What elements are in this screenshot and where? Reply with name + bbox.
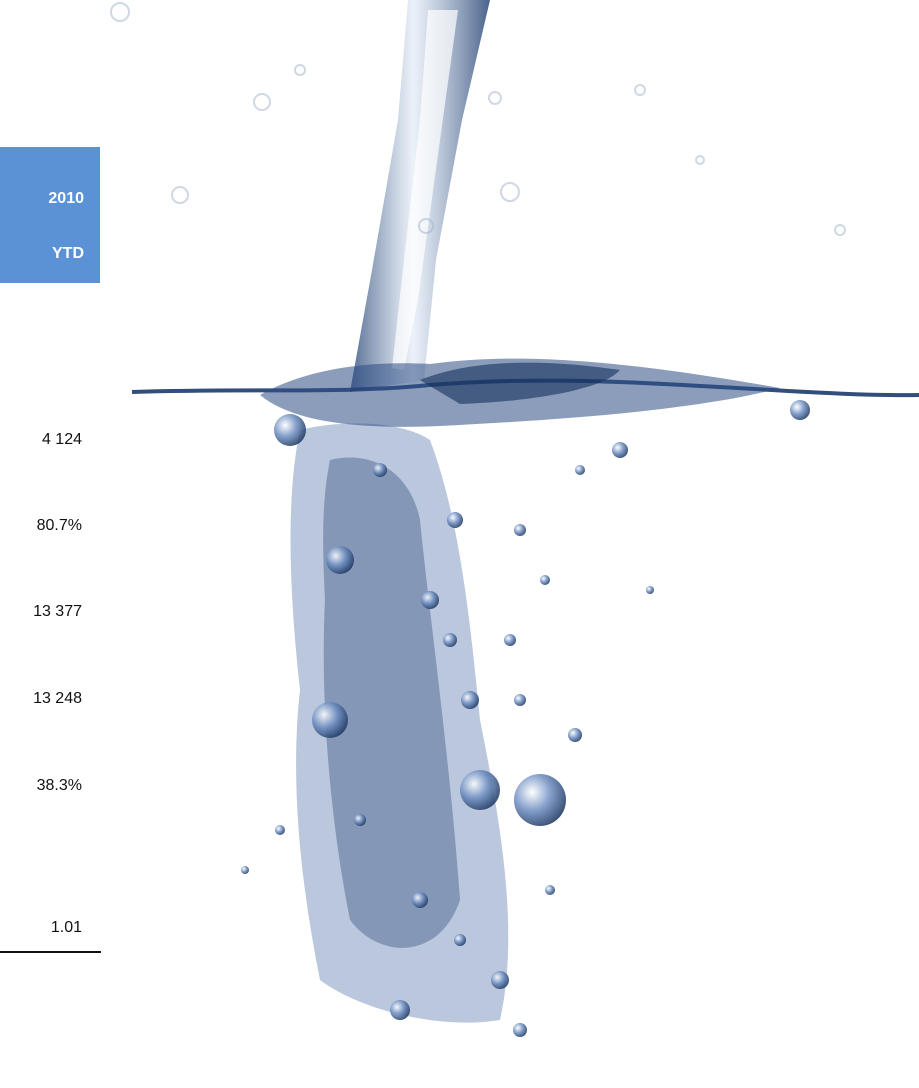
- stream-highlight: [392, 10, 458, 370]
- table-value: 38.3%: [36, 777, 82, 794]
- surface-splash-dark: [420, 362, 620, 404]
- header-period: YTD: [52, 245, 84, 262]
- bubbles: [241, 400, 810, 1037]
- table-value: 13 248: [33, 690, 82, 707]
- table-value: 13 377: [33, 603, 82, 620]
- table-header-cell: 2010 YTD: [0, 147, 100, 283]
- header-year: 2010: [48, 190, 84, 207]
- table-value: 80.7%: [36, 517, 82, 534]
- table-value: 1.01: [50, 919, 82, 936]
- table-value: 4 124: [41, 431, 82, 448]
- bubble-plume: [290, 423, 509, 1023]
- table-bottom-rule: [0, 951, 101, 953]
- air-droplets: [110, 2, 846, 236]
